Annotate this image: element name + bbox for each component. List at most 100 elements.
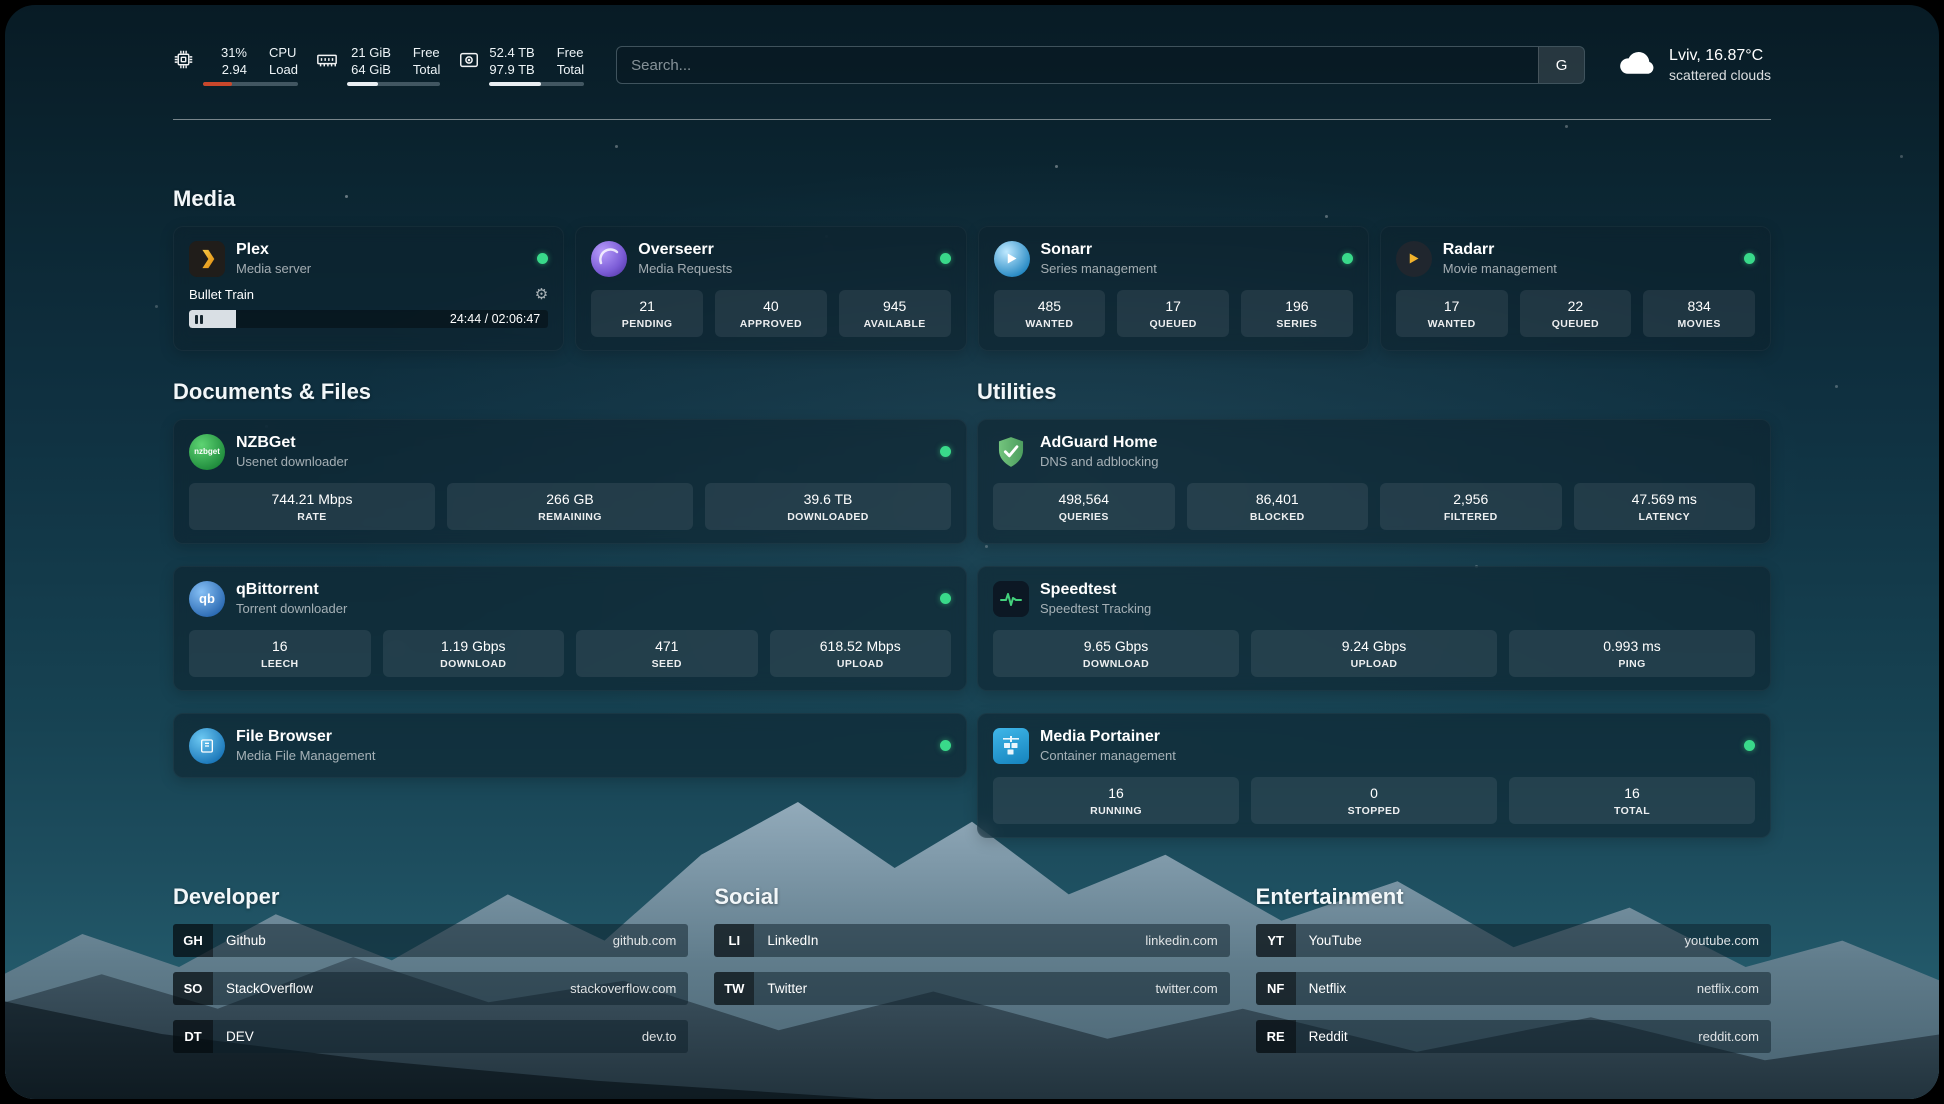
dashboard-content: 31% 2.94 CPU Load — [5, 41, 1939, 1099]
radarr-icon — [1395, 240, 1432, 277]
app-description: Series management — [1040, 261, 1157, 276]
bookmark-name: Netflix — [1308, 981, 1347, 996]
gear-icon[interactable]: ⚙ — [534, 286, 549, 303]
disk-usage-bar — [489, 82, 585, 86]
speedtest-card[interactable]: Speedtest Speedtest Tracking 9.65 Gbps D… — [977, 566, 1771, 691]
bookmark-twitter[interactable]: TW Twitter twitter.com — [714, 972, 1230, 1005]
stars-decoration — [5, 5, 8, 8]
weather-location: Lviv, 16.87°C — [1669, 47, 1764, 64]
status-dot — [940, 593, 951, 604]
columns-area: Documents & Files nzbget NZBGet Usenet d… — [173, 379, 1771, 838]
cpu-usage-bar — [203, 82, 298, 86]
qbittorrent-card[interactable]: qb qBittorrent Torrent downloader 16 LEE… — [173, 566, 967, 691]
now-playing-title: Bullet Train — [189, 287, 255, 302]
plex-now-playing: Bullet Train ⚙ 24:44 / 02:06:47 — [189, 286, 549, 328]
disk-free-value: 52.4 TB — [489, 45, 535, 60]
app-name: AdGuard Home — [1040, 434, 1158, 451]
stat-box: 16 LEECH — [189, 630, 371, 677]
cpu-percent: 31% — [220, 45, 247, 60]
bookmark-stackoverflow[interactable]: SO StackOverflow stackoverflow.com — [173, 972, 689, 1005]
stat-box: 9.24 Gbps UPLOAD — [1251, 630, 1497, 677]
cpu-usage-bar-fill — [203, 82, 233, 86]
top-bar: 31% 2.94 CPU Load — [173, 41, 1771, 89]
desktop-background: 31% 2.94 CPU Load — [5, 5, 1939, 1099]
section-title-entertainment: Entertainment — [1255, 884, 1404, 909]
ram-label-bottom: Total — [412, 62, 441, 77]
bookmark-abbr: DT — [173, 1020, 213, 1053]
status-dot — [537, 253, 549, 264]
app-name: Speedtest — [1040, 581, 1117, 598]
bookmarks-area: Developer GH Github github.com SO StackO… — [173, 884, 1771, 1068]
ram-widget: 21 GiB 64 GiB Free Total — [316, 44, 441, 86]
app-description: Usenet downloader — [236, 454, 349, 469]
section-social: Social LI LinkedIn linkedin.com TW Twitt… — [714, 884, 1230, 1068]
bookmark-url: reddit.com — [1698, 1029, 1759, 1044]
plex-card[interactable]: Plex Media server Bullet Train ⚙ — [173, 226, 565, 351]
stat-box: 196 SERIES — [1241, 290, 1353, 337]
portainer-icon — [993, 727, 1029, 764]
stat-box: 945 AVAILABLE — [838, 290, 951, 337]
stat-box: 22 QUEUED — [1519, 290, 1632, 337]
cpu-icon — [173, 49, 194, 75]
bookmark-linkedin[interactable]: LI LinkedIn linkedin.com — [714, 924, 1230, 957]
cpu-widget: 31% 2.94 CPU Load — [173, 44, 298, 86]
app-name: Media Portainer — [1040, 728, 1161, 745]
playback-progress-bar[interactable]: 24:44 / 02:06:47 — [189, 310, 549, 328]
bookmark-dev[interactable]: DT DEV dev.to — [173, 1020, 689, 1053]
stat-box: 21 PENDING — [591, 290, 703, 337]
app-description: Container management — [1040, 748, 1176, 763]
bookmark-youtube[interactable]: YT YouTube youtube.com — [1255, 924, 1771, 957]
ram-usage-bar — [346, 82, 441, 86]
status-dot — [1744, 253, 1755, 264]
bookmark-abbr: LI — [714, 924, 755, 957]
disk-usage-bar-fill — [489, 82, 541, 86]
qbittorrent-icon: qb — [189, 580, 225, 617]
section-title-developer: Developer — [173, 884, 280, 909]
status-dot — [939, 253, 951, 264]
sonarr-card[interactable]: Sonarr Series management 485 WANTED — [977, 226, 1369, 351]
weather-condition: scattered clouds — [1669, 67, 1771, 83]
search-input[interactable] — [617, 47, 1539, 83]
section-title-social: Social — [714, 884, 780, 909]
app-name: NZBGet — [236, 434, 296, 451]
bookmark-abbr: GH — [173, 924, 213, 957]
radarr-card[interactable]: Radarr Movie management 17 WANTED 2 — [1379, 226, 1771, 351]
speedtest-icon — [993, 580, 1029, 617]
stat-box: 266 GB REMAINING — [447, 483, 693, 530]
sonarr-icon — [993, 240, 1030, 277]
filebrowser-icon — [189, 727, 225, 764]
bookmark-github[interactable]: GH Github github.com — [173, 924, 689, 957]
stat-box: 0 STOPPED — [1251, 777, 1497, 824]
bookmark-name: StackOverflow — [226, 981, 314, 996]
cpu-load-value: 2.94 — [221, 62, 247, 77]
bookmark-reddit[interactable]: RE Reddit reddit.com — [1255, 1020, 1771, 1053]
nzbget-card[interactable]: nzbget NZBGet Usenet downloader 744.21 M… — [173, 419, 967, 544]
stat-box: 618.52 Mbps UPLOAD — [769, 630, 951, 677]
filebrowser-card[interactable]: File Browser Media File Management — [173, 713, 967, 778]
stat-box: 40 APPROVED — [715, 290, 827, 337]
app-description: DNS and adblocking — [1040, 454, 1159, 469]
stat-box: 16 RUNNING — [993, 777, 1239, 824]
app-name: qBittorrent — [236, 581, 319, 598]
bookmark-name: YouTube — [1308, 933, 1362, 948]
bookmark-netflix[interactable]: NF Netflix netflix.com — [1255, 972, 1771, 1005]
app-description: Speedtest Tracking — [1040, 601, 1152, 616]
nzbget-icon: nzbget — [189, 433, 225, 470]
portainer-card[interactable]: Media Portainer Container management 16 … — [977, 713, 1771, 838]
section-media: Media — [173, 186, 1771, 351]
adguard-card[interactable]: AdGuard Home DNS and adblocking 498,564 … — [977, 419, 1771, 544]
bookmark-name: DEV — [226, 1029, 254, 1044]
overseerr-card[interactable]: Overseerr Media Requests 21 PENDING — [575, 226, 967, 351]
section-title-documents: Documents & Files — [173, 379, 372, 404]
section-developer: Developer GH Github github.com SO StackO… — [173, 884, 689, 1068]
section-entertainment: Entertainment YT YouTube youtube.com NF … — [1255, 884, 1771, 1068]
search-engine-button[interactable]: G — [1538, 47, 1585, 83]
stat-box: 471 SEED — [576, 630, 758, 677]
ram-free-value: 21 GiB — [351, 45, 391, 60]
bookmark-url: twitter.com — [1155, 981, 1218, 996]
plex-icon — [189, 240, 225, 277]
pause-icon[interactable] — [195, 314, 203, 324]
app-description: Torrent downloader — [236, 601, 348, 616]
status-dot — [940, 446, 951, 457]
stat-box: 17 WANTED — [1395, 290, 1508, 337]
